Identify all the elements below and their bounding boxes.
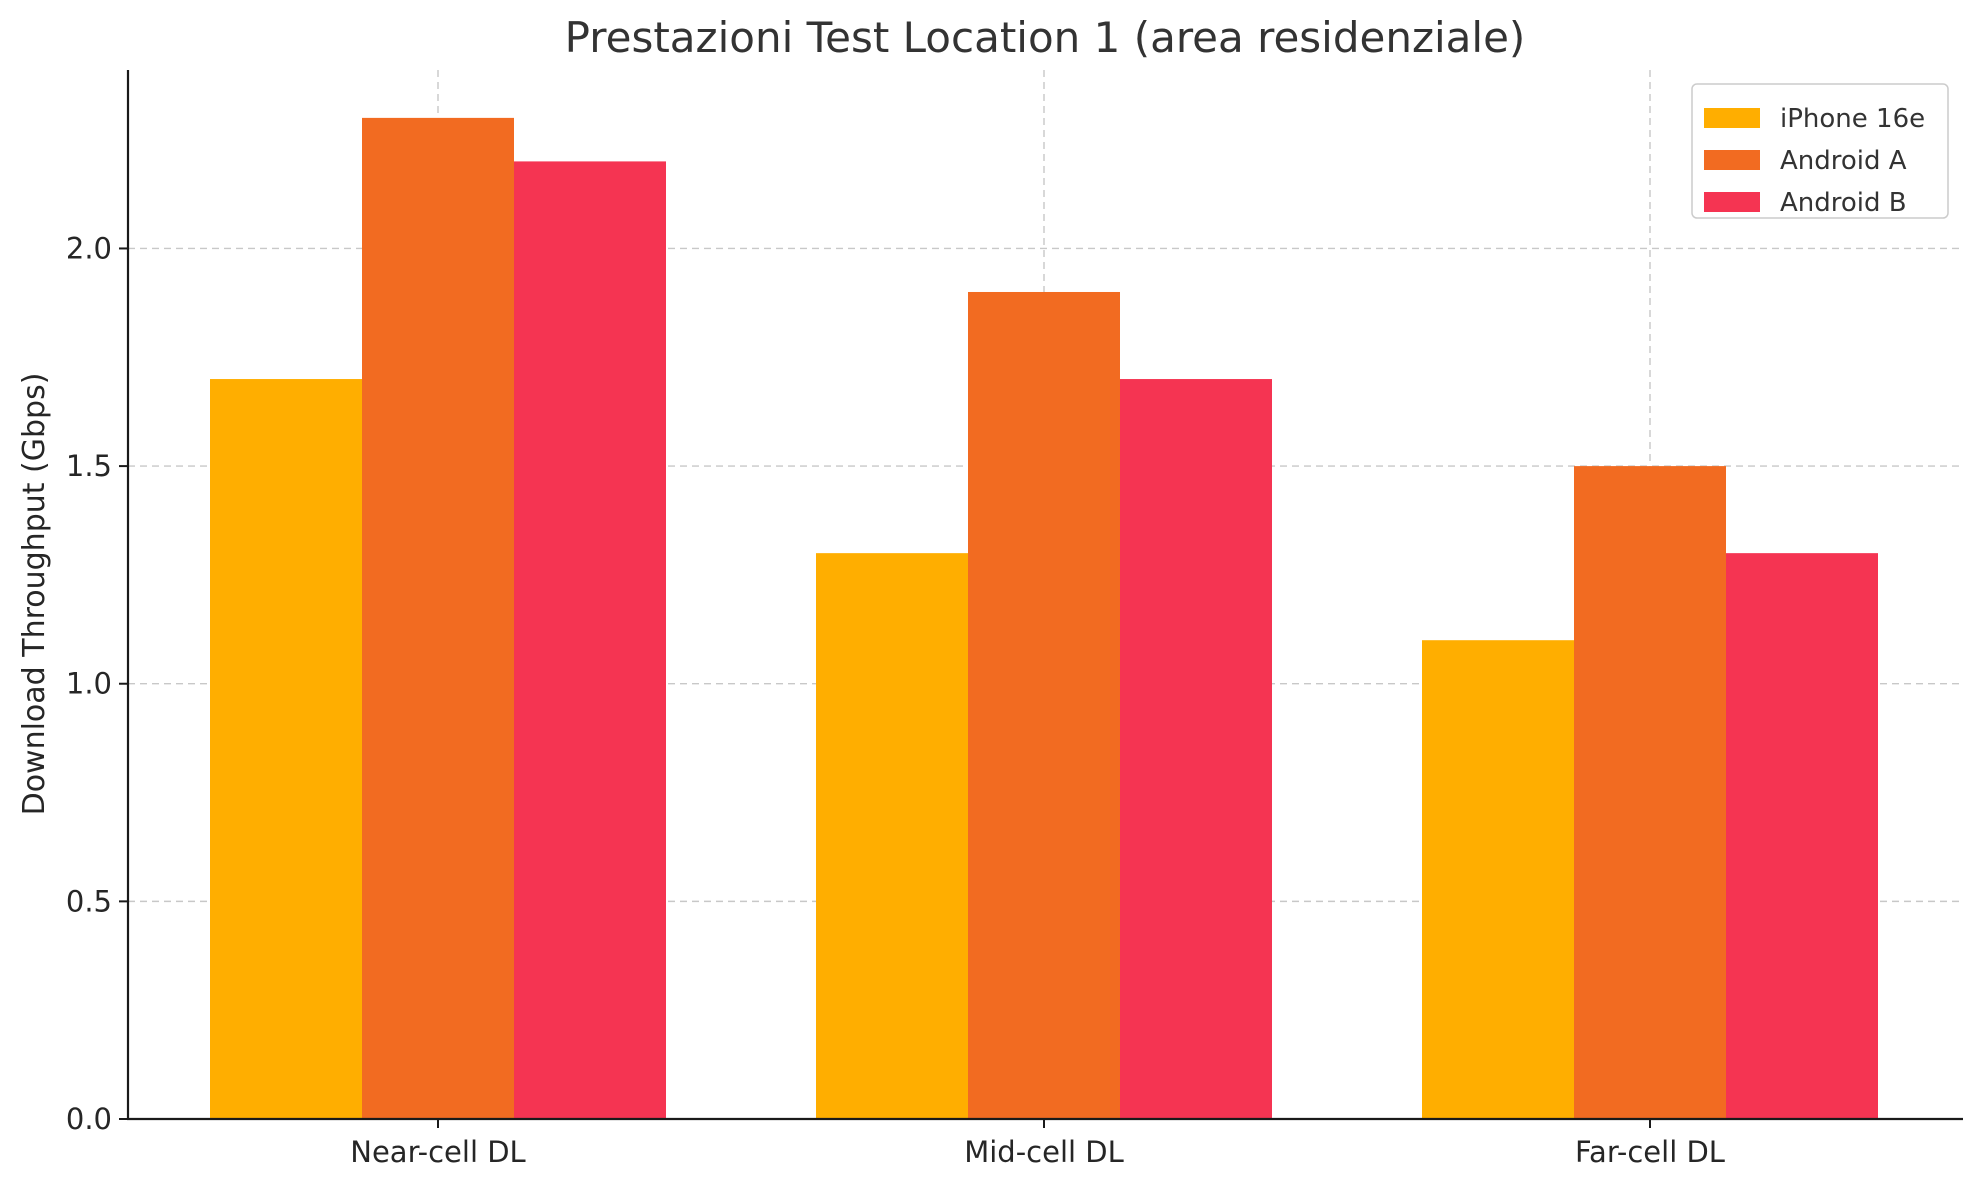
y-axis-title: Download Throughput (Gbps) (17, 373, 52, 816)
chart-title: Prestazioni Test Location 1 (area reside… (565, 13, 1526, 62)
x-tick-label: Near-cell DL (350, 1135, 525, 1169)
legend: iPhone 16e Android A Android B (1691, 83, 1949, 219)
legend-label: Android A (1780, 146, 1907, 176)
x-tick-label: Far-cell DL (1575, 1135, 1725, 1169)
legend-swatch (1704, 192, 1760, 212)
bars (210, 117, 1878, 1120)
y-tick-label: 1.0 (66, 667, 112, 701)
x-tick-label: Mid-cell DL (964, 1135, 1124, 1169)
bar-android-b-3 (1726, 553, 1878, 1119)
legend-label: iPhone 16e (1780, 104, 1925, 134)
legend-label: Android B (1780, 188, 1907, 218)
bar-iphone-16e-2 (816, 553, 968, 1119)
ticks: 0.0 0.5 1.0 1.5 2.0 Near-cell DL Mid-cell DL Fa… (66, 231, 1725, 1169)
y-tick-label: 1.5 (66, 449, 112, 483)
bar-android-a-1 (362, 117, 514, 1120)
legend-swatch (1704, 108, 1760, 128)
bar-iphone-16e-3 (1422, 640, 1574, 1119)
y-tick-label: 0.5 (66, 884, 112, 918)
bar-android-a-2 (968, 291, 1120, 1119)
y-tick-label: 2.0 (66, 231, 112, 265)
bar-android-a-3 (1574, 466, 1726, 1119)
bar-android-b-2 (1120, 379, 1272, 1119)
bar-android-b-1 (514, 161, 666, 1120)
y-tick-label: 0.0 (66, 1102, 112, 1136)
bar-iphone-16e-1 (210, 379, 362, 1119)
legend-swatch (1704, 150, 1760, 170)
